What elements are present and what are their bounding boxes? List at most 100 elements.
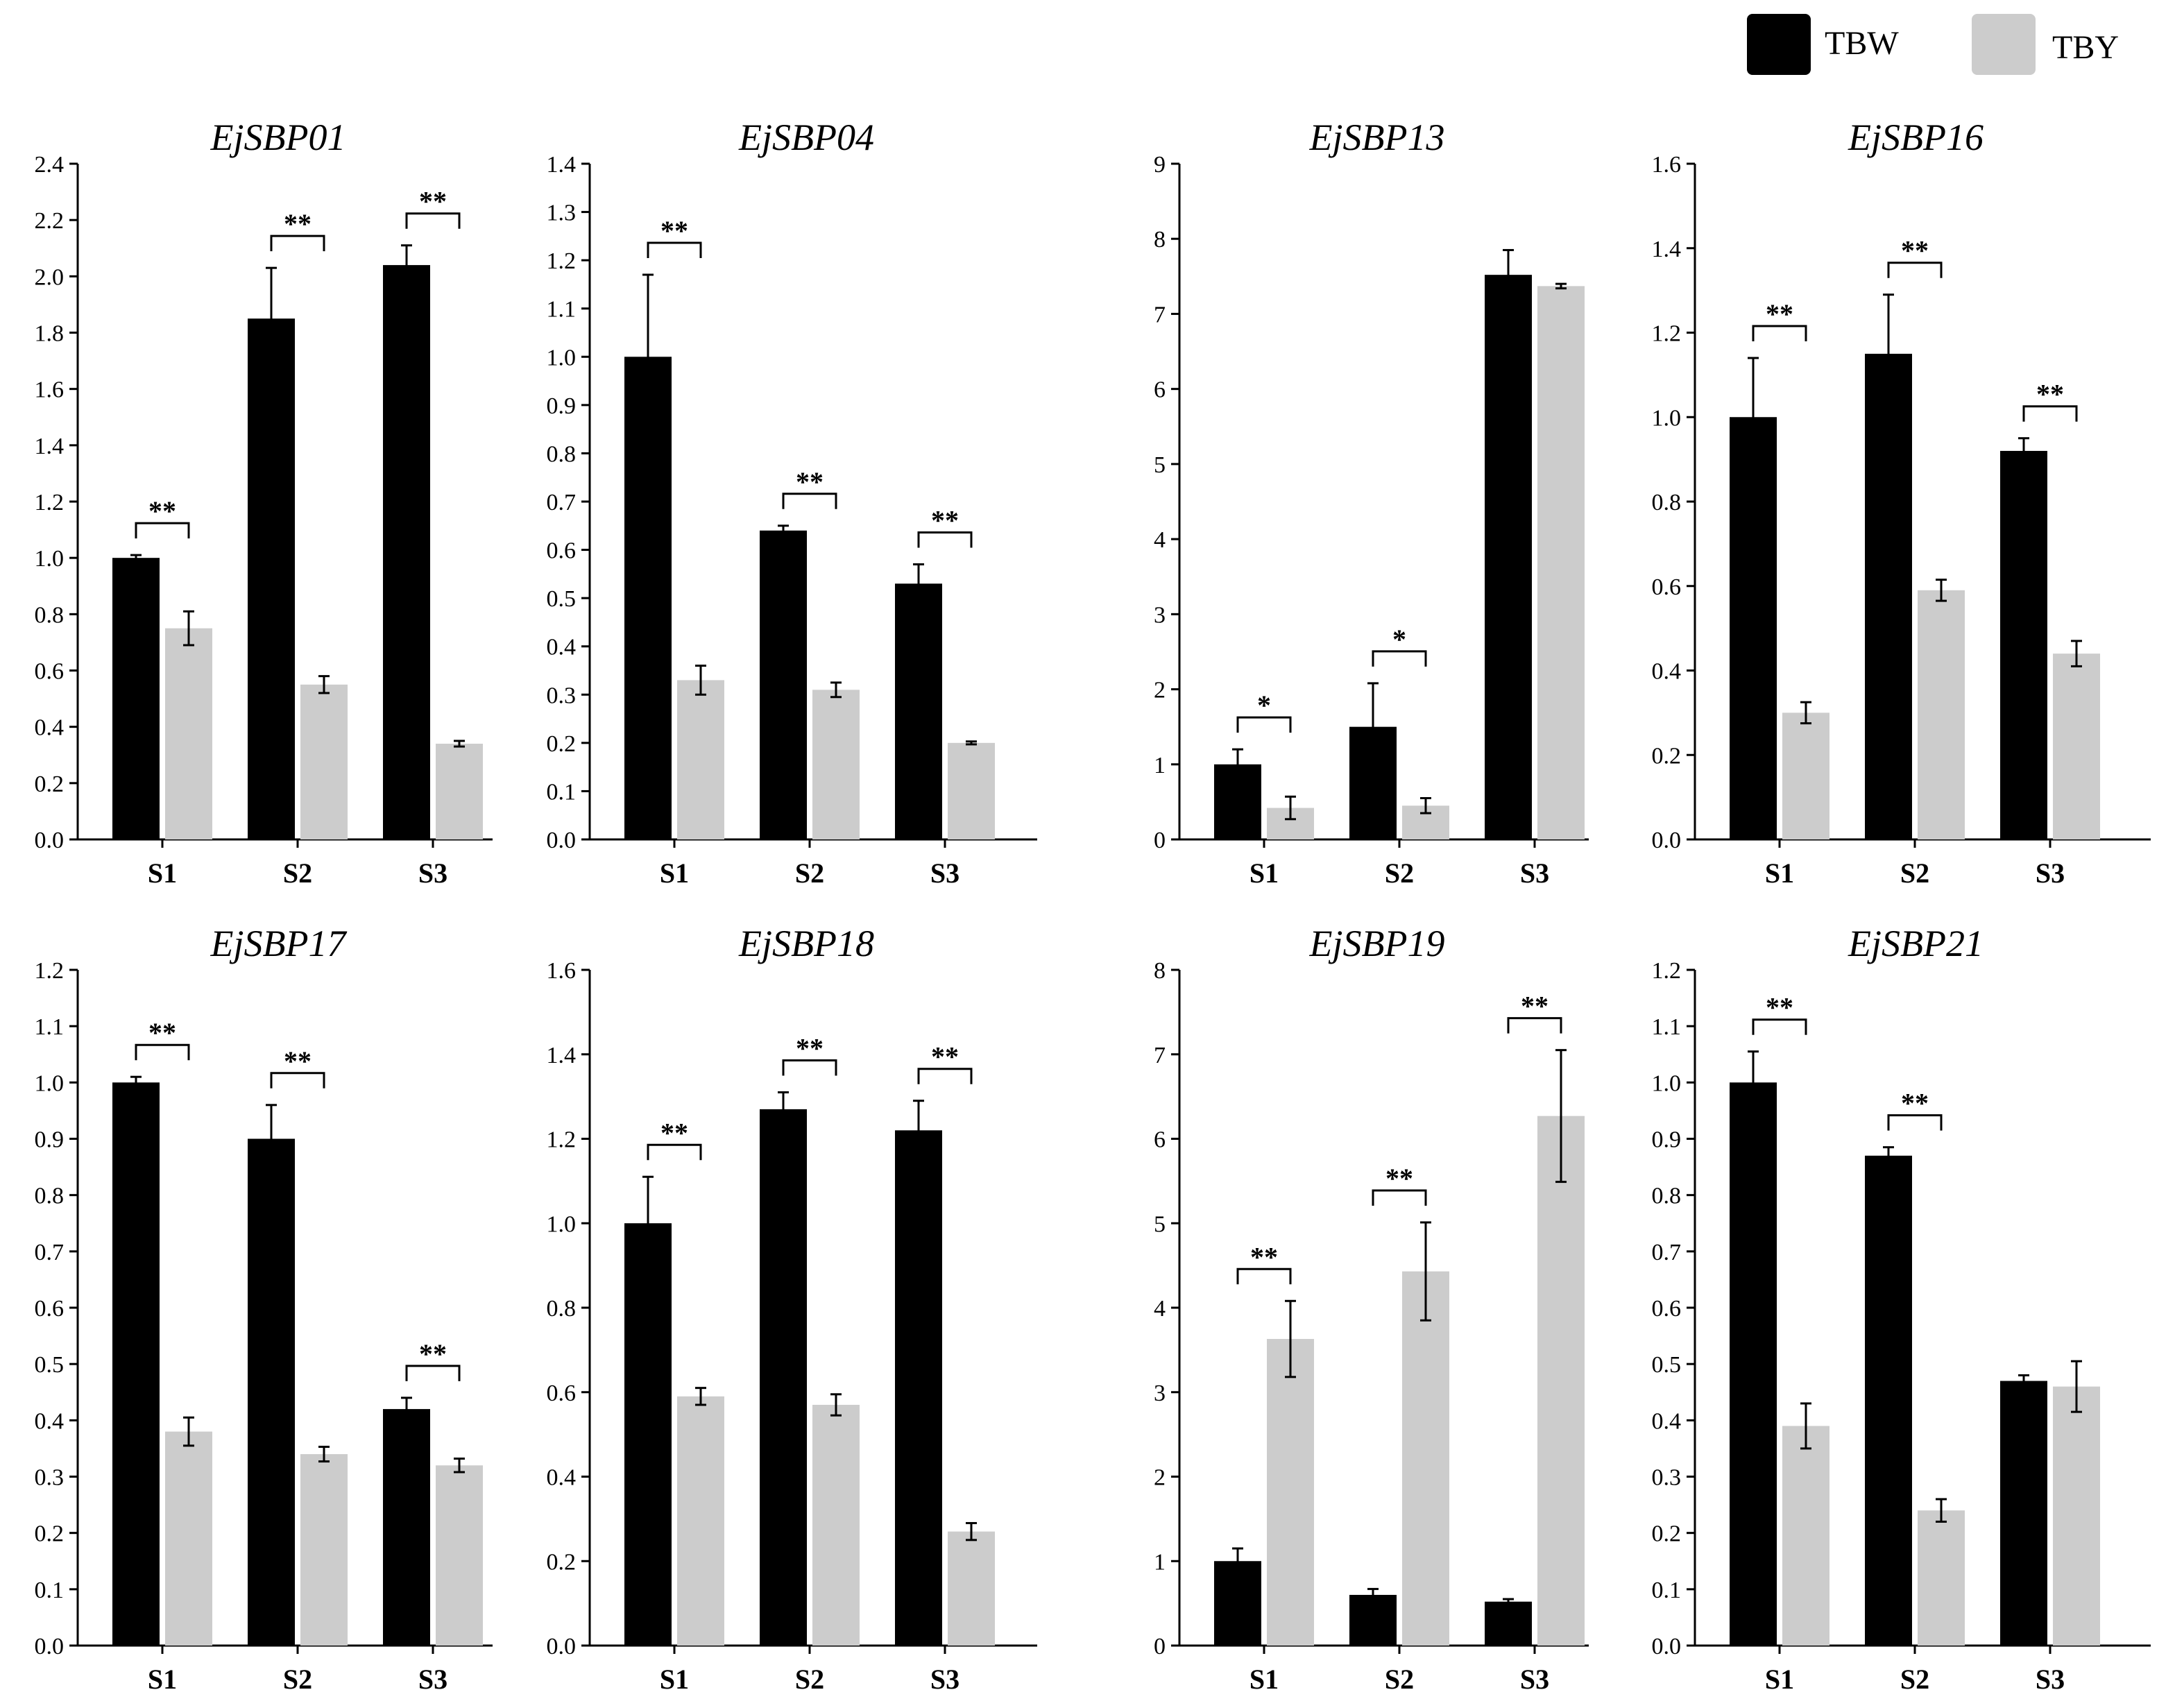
bar-tby-s1	[1267, 1339, 1314, 1646]
y-tick-label: 0	[1154, 1634, 1166, 1659]
y-tick-label: 1.2	[547, 248, 577, 274]
chart-panel-ejsbp01: EjSBP01 0.0 0.2 0.4 0.6 0.8 1.0 1.2 1.4 1.6 1.8 2.0…	[35, 117, 493, 889]
y-tick-label: 9	[1154, 152, 1166, 178]
y-tick-label: 1.2	[1652, 321, 1682, 347]
legend-label-tbw: TBW	[1825, 25, 1899, 62]
x-tick-label: S1	[660, 1664, 689, 1695]
y-tick-label: 3	[1154, 1381, 1166, 1406]
y-tick-label: 0.2	[1652, 743, 1682, 769]
y-tick-label: 1.0	[1652, 1070, 1682, 1096]
y-tick-label: 2.0	[35, 264, 65, 290]
y-tick-label: 1.0	[547, 1211, 577, 1237]
significance-bracket	[1752, 1018, 1807, 1035]
significance-label: **	[1521, 991, 1549, 1022]
significance-label: **	[660, 1117, 688, 1148]
x-tick-label: S2	[1385, 857, 1414, 889]
y-tick-label: 0.6	[1652, 1296, 1682, 1322]
y-tick-label: 5	[1154, 1211, 1166, 1237]
bar-tbw-s3	[383, 1409, 430, 1646]
y-tick-label: 2	[1154, 1465, 1166, 1491]
bar-tby-s1	[1782, 712, 1829, 839]
significance-bracket	[1752, 325, 1807, 342]
bar-tbw-s3	[1485, 1601, 1532, 1646]
chart-panel-ejsbp21: EjSBP21 0.0 0.1 0.2 0.3 0.4 0.5 0.6 0.7 0.8 0.9 1.0…	[1652, 923, 2151, 1695]
significance-label: **	[1766, 298, 1793, 330]
y-tick-label: 1.4	[547, 152, 577, 178]
y-tick-label: 5	[1154, 452, 1166, 478]
significance-label: **	[1901, 1088, 1929, 1119]
significance-label: **	[148, 1017, 176, 1048]
y-tick-label: 0.4	[35, 715, 65, 741]
legend-swatch-tbw	[1747, 14, 1811, 75]
bar-tby-s3	[2053, 654, 2100, 839]
y-tick-label: 2.4	[35, 152, 65, 178]
y-tick-label: 0.2	[35, 1521, 65, 1547]
chart-title: EjSBP18	[738, 923, 874, 964]
chart-title: EjSBP04	[738, 117, 874, 158]
bar-tbw-s3	[383, 265, 430, 840]
y-tick-label: 0.8	[547, 1296, 577, 1322]
chart-panel-ejsbp17: EjSBP17 0.0 0.1 0.2 0.3 0.4 0.5 0.6 0.7 0.8 0.9 1.0…	[35, 923, 493, 1695]
bar-tby-s1	[165, 1431, 212, 1646]
y-tick-label: 1.6	[35, 377, 65, 403]
y-tick-label: 0.5	[35, 1352, 65, 1378]
y-tick-label: 0.2	[1652, 1521, 1682, 1547]
bar-tby-s3	[436, 744, 483, 839]
significance-label: **	[148, 495, 176, 527]
y-tick-label: 0.5	[1652, 1352, 1682, 1378]
significance-bracket	[270, 234, 325, 252]
x-tick-label: S3	[1520, 1664, 1549, 1695]
y-tick-label: 0.4	[1652, 659, 1682, 685]
y-tick-label: 0.8	[1652, 1184, 1682, 1209]
y-tick-label: 0.7	[547, 490, 577, 515]
significance-label: **	[419, 186, 447, 217]
y-tick-label: 1.2	[547, 1127, 577, 1153]
bar-tby-s2	[300, 1454, 348, 1646]
y-tick-label: 8	[1154, 227, 1166, 253]
bar-tby-s3	[1537, 286, 1585, 839]
significance-label: **	[660, 215, 688, 246]
bar-tby-s1	[1782, 1426, 1829, 1646]
legend: TBW TBY	[1747, 14, 2119, 75]
significance-label: **	[1250, 1241, 1278, 1272]
y-tick-label: 0.1	[35, 1578, 65, 1603]
y-tick-label: 0.6	[35, 659, 65, 685]
bar-tby-s2	[812, 690, 860, 839]
legend-label-tby: TBY	[2052, 29, 2119, 66]
x-tick-label: S1	[148, 857, 177, 889]
legend-swatch-tby	[1972, 14, 2036, 75]
significance-bracket	[405, 212, 461, 229]
significance-bracket	[782, 493, 837, 509]
y-tick-label: 0.8	[35, 1184, 65, 1209]
chart-panel-ejsbp19: EjSBP19 0 1 2 3 4 5 6 7 8 S1 ** S2 ** S3 **	[1154, 923, 1589, 1695]
bar-tbw-s1	[1214, 1561, 1261, 1646]
significance-bracket	[135, 1043, 190, 1061]
y-tick-label: 0.0	[35, 828, 65, 853]
y-tick-label: 0.8	[547, 441, 577, 467]
y-tick-label: 0.5	[547, 586, 577, 612]
x-tick-label: S1	[1249, 1664, 1279, 1695]
chart-title: EjSBP17	[210, 923, 348, 964]
y-tick-label: 0.8	[1652, 490, 1682, 515]
y-tick-label: 1.1	[547, 297, 577, 323]
y-tick-label: 0.2	[547, 731, 577, 757]
chart-panel-ejsbp04: EjSBP04 0.0 0.1 0.2 0.3 0.4 0.5 0.6 0.7 0.8 0.9 1.0…	[547, 117, 1037, 889]
chart-panel-ejsbp18: EjSBP18 0.0 0.2 0.4 0.6 0.8 1.0 1.2 1.4 1.6 S1 ** S2…	[547, 923, 1037, 1695]
bar-tbw-s2	[1349, 1594, 1397, 1646]
y-tick-label: 0.6	[547, 538, 577, 564]
y-tick-label: 0.6	[35, 1296, 65, 1322]
significance-label: **	[1385, 1163, 1413, 1194]
y-tick-label: 7	[1154, 1043, 1166, 1068]
y-tick-label: 0.9	[35, 1127, 65, 1153]
y-tick-label: 6	[1154, 377, 1166, 403]
significance-label: **	[931, 1041, 959, 1073]
bar-tbw-s2	[1865, 1155, 1912, 1646]
y-tick-label: 0.0	[547, 828, 577, 853]
y-tick-label: 0.3	[35, 1465, 65, 1491]
y-tick-label: 1.4	[35, 434, 65, 459]
chart-panel-ejsbp16: EjSBP16 0.0 0.2 0.4 0.6 0.8 1.0 1.2 1.4 1.6 S1 ** S2…	[1652, 117, 2151, 889]
x-tick-label: S3	[418, 1664, 447, 1695]
significance-bracket	[2022, 405, 2078, 422]
chart-panels: EjSBP01 0.0 0.2 0.4 0.6 0.8 1.0 1.2 1.4 1.6 1.8 2.0…	[35, 117, 2151, 1695]
